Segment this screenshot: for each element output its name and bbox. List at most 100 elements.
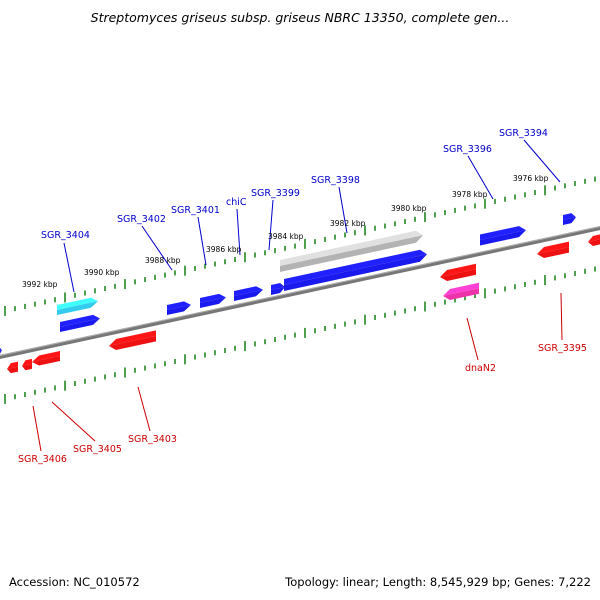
arrow-top-face bbox=[32, 350, 60, 362]
gene-features bbox=[0, 213, 600, 374]
arrow-top-face bbox=[280, 230, 423, 266]
arrow-bottom-face bbox=[440, 269, 476, 281]
leader-line bbox=[560, 292, 563, 341]
gene-arrow-forward bbox=[271, 283, 285, 295]
kbp-label: 3980 kbp bbox=[391, 204, 427, 213]
arrow-bottom-face bbox=[32, 355, 60, 366]
gene-label[interactable]: SGR_3404 bbox=[41, 230, 90, 241]
kbp-label: 3978 kbp bbox=[452, 190, 488, 199]
arrow-bottom-face bbox=[537, 247, 569, 258]
gene-label[interactable]: SGR_3405 bbox=[73, 444, 122, 455]
kbp-label: 3992 kbp bbox=[22, 280, 58, 289]
gene-label[interactable]: SGR_3395 bbox=[538, 343, 587, 354]
leader-line bbox=[32, 405, 42, 452]
gene-arrow-reverse bbox=[22, 358, 32, 371]
leader-line bbox=[137, 386, 151, 432]
gene-label[interactable]: SGR_3401 bbox=[171, 205, 220, 216]
arrow-top-face bbox=[271, 283, 285, 290]
gene-label[interactable]: SGR_3399 bbox=[251, 188, 300, 199]
forward-gene-labels: SGR_3404 SGR_3402 SGR_3401 chiC SGR_3399… bbox=[41, 128, 548, 241]
arrow-bottom-face bbox=[109, 335, 156, 350]
gene-label[interactable]: SGR_3396 bbox=[443, 144, 492, 155]
arrow-bottom-face bbox=[234, 289, 263, 301]
gene-arrow-highlight bbox=[57, 297, 98, 315]
arrow-top-face bbox=[57, 297, 98, 310]
arrow-bottom-face bbox=[271, 286, 285, 295]
arrow-top-face bbox=[60, 314, 100, 327]
gene-label[interactable]: SGR_3402 bbox=[117, 214, 166, 225]
arrow-bottom-face bbox=[200, 297, 226, 308]
gene-arrow-reverse bbox=[109, 330, 156, 350]
gene-arrow-reverse bbox=[440, 263, 476, 281]
arrow-bottom-face bbox=[57, 301, 98, 315]
arrow-bottom-face bbox=[284, 254, 427, 291]
arrow-bottom-face bbox=[60, 318, 100, 332]
leader-line bbox=[141, 225, 173, 271]
label-leader-lines bbox=[32, 139, 563, 452]
arrow-top-face bbox=[440, 263, 476, 277]
backbone-line bbox=[0, 226, 600, 359]
rrna-feature bbox=[280, 230, 423, 272]
arrow-top-face bbox=[480, 226, 526, 240]
gene-label[interactable]: dnaN2 bbox=[465, 363, 496, 374]
gene-label[interactable]: SGR_3403 bbox=[128, 434, 177, 445]
arrow-bottom-face bbox=[280, 235, 423, 272]
reverse-gene-labels: SGR_3406 SGR_3405 SGR_3403 dnaN2 SGR_339… bbox=[18, 343, 587, 465]
arrow-top-face bbox=[7, 361, 18, 369]
kbp-labels: 3992 kbp 3990 kbp 3988 kbp 3986 kbp 3984… bbox=[22, 174, 549, 289]
arrow-top-face bbox=[537, 241, 569, 254]
kbp-label: 3986 kbp bbox=[206, 245, 242, 254]
arrow-top-face bbox=[588, 233, 600, 242]
arrow-bottom-face bbox=[443, 288, 479, 300]
lower-scale-ticks bbox=[4, 266, 596, 404]
arrow-bottom-face bbox=[7, 366, 18, 374]
leader-line bbox=[523, 139, 561, 183]
upper-scale-ticks bbox=[4, 176, 596, 316]
gene-label[interactable]: SGR_3394 bbox=[499, 128, 548, 139]
gene-label[interactable]: SGR_3406 bbox=[18, 454, 67, 465]
gene-arrow-forward bbox=[480, 226, 526, 246]
gene-arrow-reverse bbox=[7, 361, 18, 374]
leader-line bbox=[197, 216, 207, 266]
kbp-label: 3984 kbp bbox=[268, 232, 304, 241]
arrow-top-face bbox=[284, 249, 427, 285]
map-title: Streptomyces griseus subsp. griseus NBRC… bbox=[90, 10, 510, 25]
gene-arrow-forward bbox=[167, 301, 191, 315]
leader-line bbox=[51, 401, 96, 442]
genome-backbone bbox=[0, 226, 600, 359]
leader-line bbox=[467, 155, 494, 200]
arrow-bottom-face bbox=[22, 363, 32, 371]
leader-line bbox=[338, 186, 348, 234]
kbp-label: 3976 kbp bbox=[513, 174, 549, 183]
arrow-top-face bbox=[167, 301, 191, 310]
gene-arrow-forward bbox=[60, 314, 100, 332]
arrow-top-face bbox=[200, 293, 226, 303]
backbone-highlight bbox=[0, 226, 600, 356]
kbp-label: 3990 kbp bbox=[84, 268, 120, 277]
leader-line bbox=[466, 317, 479, 361]
leader-line bbox=[236, 208, 241, 256]
gene-arrow-forward bbox=[563, 213, 576, 225]
arrow-top-face bbox=[22, 358, 32, 366]
gene-arrow-reverse bbox=[32, 350, 60, 366]
gene-arrow-forward bbox=[200, 293, 226, 308]
leader-line bbox=[268, 199, 274, 251]
gene-label[interactable]: SGR_3398 bbox=[311, 175, 360, 186]
arrow-top-face bbox=[443, 282, 479, 296]
arrow-bottom-face bbox=[480, 230, 526, 246]
accession-text: Accession: NC_010572 bbox=[9, 575, 140, 589]
arrow-top-face bbox=[234, 286, 263, 296]
gene-arrow-reverse bbox=[537, 241, 569, 258]
kbp-label: 3982 kbp bbox=[330, 219, 366, 228]
arrow-bottom-face bbox=[563, 217, 576, 225]
kbp-label: 3988 kbp bbox=[145, 256, 181, 265]
arrow-bottom-face bbox=[588, 238, 600, 246]
arrow-bottom-face bbox=[167, 304, 191, 315]
gene-arrow-reverse bbox=[588, 233, 600, 246]
topology-summary-text: Topology: linear; Length: 8,545,929 bp; … bbox=[285, 575, 591, 589]
leader-line bbox=[63, 242, 75, 293]
gene-label[interactable]: chiC bbox=[226, 197, 247, 208]
arrow-top-face bbox=[109, 330, 156, 346]
gene-arrow-forward bbox=[284, 249, 427, 291]
